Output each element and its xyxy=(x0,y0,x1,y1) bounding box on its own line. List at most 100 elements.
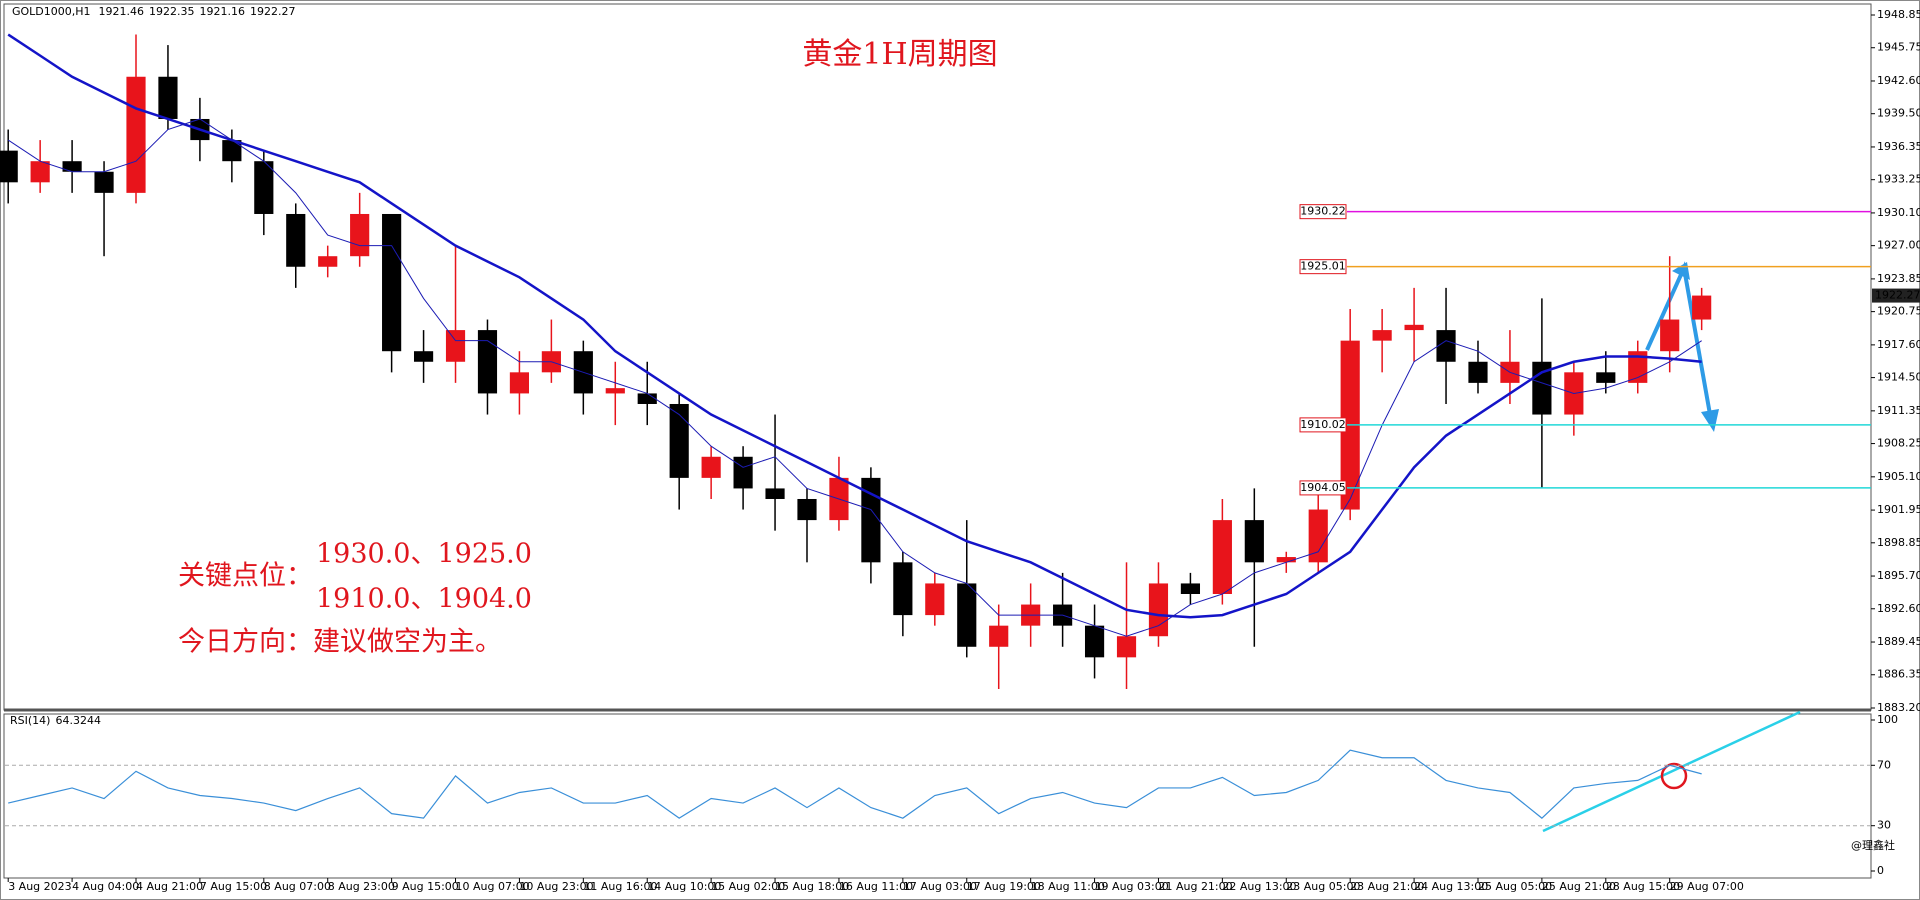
x-tick-label: 10 Aug 07:00 xyxy=(456,880,530,893)
level-label-box xyxy=(1299,417,1347,433)
candle-body xyxy=(509,372,530,394)
y-tick-label: 1936.35 xyxy=(1877,140,1920,153)
y-tick-label: 1883.20 xyxy=(1877,701,1920,714)
arrow-head xyxy=(1701,409,1719,432)
candle-body xyxy=(1436,330,1456,362)
x-tick-label: 17 Aug 19:00 xyxy=(967,880,1041,893)
y-tick-label: 1927.00 xyxy=(1877,239,1920,252)
chart-title: 黄金1H周期图 xyxy=(802,37,997,72)
rsi-y-tick-label: 30 xyxy=(1877,819,1891,832)
x-tick-label: 21 Aug 21:00 xyxy=(1158,880,1232,893)
header-close: 1922.27 xyxy=(250,5,296,18)
header-low: 1921.16 xyxy=(200,5,246,18)
x-tick-label: 3 Aug 2023 xyxy=(8,880,71,893)
candle-body xyxy=(413,351,434,362)
x-tick-label: 22 Aug 13:00 xyxy=(1222,880,1296,893)
rsi-y-tick-label: 70 xyxy=(1877,758,1891,771)
x-tick-label: 7 Aug 15:00 xyxy=(200,880,267,893)
annotation: 关键点位： xyxy=(178,561,313,592)
header-high: 1922.35 xyxy=(149,5,195,18)
y-tick-label: 1889.45 xyxy=(1877,635,1920,648)
candle-body xyxy=(318,256,338,267)
candle-body xyxy=(1244,520,1264,563)
annotation: 1930.0、1925.0 xyxy=(316,539,532,570)
level-label: 1930.22 xyxy=(1300,205,1346,218)
header-open: 1921.46 xyxy=(99,5,145,18)
y-tick-label: 1886.35 xyxy=(1877,668,1920,681)
x-tick-label: 10 Aug 23:00 xyxy=(519,880,593,893)
annotation: 1910.0、1904.0 xyxy=(316,584,532,615)
symbol-header: GOLD1000,H1 1921.46 1922.35 1921.16 1922.27 xyxy=(12,5,296,18)
candle-body xyxy=(94,171,114,193)
rsi-y-tick-label: 0 xyxy=(1877,864,1884,877)
y-tick-label: 1933.25 xyxy=(1877,173,1920,186)
candle-body xyxy=(733,456,753,489)
highlight-circle xyxy=(1660,762,1688,790)
y-tick-label: 1917.60 xyxy=(1877,338,1920,351)
candle-body xyxy=(957,583,977,647)
candle-body xyxy=(1660,319,1680,352)
last-price-box xyxy=(1872,288,1920,303)
candle-body xyxy=(1372,330,1392,341)
candle-body xyxy=(30,161,50,183)
y-tick-label: 1892.60 xyxy=(1877,602,1920,615)
candle-body xyxy=(286,213,306,267)
candle-body xyxy=(701,456,721,478)
rsi-last: 64.3244 xyxy=(55,714,101,727)
level-label-box xyxy=(1299,480,1347,496)
x-tick-label: 16 Aug 11:00 xyxy=(839,880,913,893)
y-tick-label: 1948.85 xyxy=(1877,8,1920,21)
candle-body xyxy=(62,161,82,172)
candle-body xyxy=(1308,509,1328,563)
candle-body xyxy=(989,625,1009,647)
rsi-title: RSI(14) xyxy=(10,714,50,727)
x-tick-label: 11 Aug 16:00 xyxy=(583,880,657,893)
moving-average xyxy=(7,118,1702,637)
rsi-y-tick-label: 100 xyxy=(1877,713,1898,726)
x-tick-label: 25 Aug 21:00 xyxy=(1542,880,1616,893)
x-tick-label: 8 Aug 07:00 xyxy=(264,880,331,893)
candle-body xyxy=(222,140,242,162)
rsi-pane xyxy=(3,713,1872,879)
annotation: 今日方向：建议做空为主。 xyxy=(178,627,502,658)
level-label: 1925.01 xyxy=(1300,260,1346,273)
candle-body xyxy=(1212,520,1232,594)
candle-body xyxy=(0,150,18,183)
x-tick-label: 25 Aug 05:00 xyxy=(1478,880,1552,893)
x-tick-label: 14 Aug 10:00 xyxy=(647,880,721,893)
y-tick-label: 1905.10 xyxy=(1877,470,1920,483)
x-tick-label: 23 Aug 21:00 xyxy=(1350,880,1424,893)
y-tick-label: 1923.85 xyxy=(1877,272,1920,285)
candle-body xyxy=(477,330,498,394)
candle-body xyxy=(445,330,466,362)
candle-body xyxy=(669,403,689,478)
candle-body xyxy=(126,76,146,193)
y-tick-label: 1914.50 xyxy=(1877,371,1920,384)
x-tick-label: 9 Aug 15:00 xyxy=(392,880,459,893)
candle-body xyxy=(893,562,913,616)
candle-body xyxy=(382,213,402,352)
candle-body xyxy=(1692,295,1712,320)
y-tick-label: 1911.35 xyxy=(1877,404,1920,417)
x-tick-label: 23 Aug 05:00 xyxy=(1286,880,1360,893)
candle-body xyxy=(605,388,625,394)
y-tick-label: 1901.95 xyxy=(1877,503,1920,516)
moving-average xyxy=(7,33,1702,619)
candle-body xyxy=(1596,372,1616,383)
y-tick-label: 1920.75 xyxy=(1877,305,1920,318)
rsi-trendline xyxy=(1542,710,1801,833)
x-tick-label: 28 Aug 15:00 xyxy=(1606,880,1680,893)
x-tick-label: 17 Aug 03:00 xyxy=(903,880,977,893)
x-tick-label: 15 Aug 02:00 xyxy=(711,880,785,893)
y-tick-label: 1895.70 xyxy=(1877,569,1920,582)
last-price-label: 1922.27 xyxy=(1875,289,1920,302)
candle-body xyxy=(765,488,785,499)
candle-body xyxy=(350,213,370,257)
y-tick-label: 1908.25 xyxy=(1877,437,1920,450)
y-tick-label: 1939.50 xyxy=(1877,107,1920,120)
candle-body xyxy=(1180,583,1201,594)
candle-body xyxy=(1468,361,1488,383)
x-tick-label: 19 Aug 03:00 xyxy=(1095,880,1169,893)
candle-body xyxy=(925,583,945,616)
